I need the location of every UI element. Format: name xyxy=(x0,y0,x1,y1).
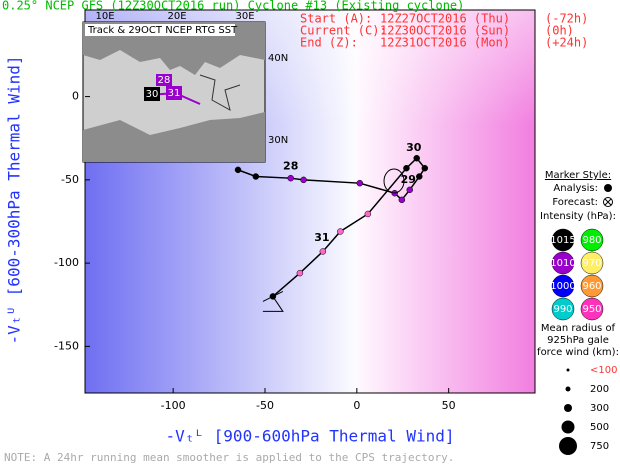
intensity-swatch xyxy=(551,228,575,252)
intensity-label: 980 xyxy=(582,235,601,246)
track-point xyxy=(287,174,294,182)
inset-lat: 40N xyxy=(268,53,288,64)
time-label: Start (A): xyxy=(300,12,372,26)
y-tick-label: -50 xyxy=(61,173,79,186)
time-offset: (-72h) xyxy=(545,12,588,26)
intensity-swatch xyxy=(580,228,604,252)
radius-label: 200 xyxy=(590,384,609,395)
inset-map: Track & 29OCT NCEP RTG SST 30 31 28 10E … xyxy=(82,11,288,163)
time-label: End (Z): xyxy=(300,36,358,50)
day-label: 31 xyxy=(314,231,329,244)
time-date: 12Z31OCT2016 (Mon) xyxy=(380,36,510,50)
radius-label: 300 xyxy=(590,403,609,414)
intensity-label: 990 xyxy=(553,304,572,315)
intensity-swatch xyxy=(551,297,575,321)
legend-forecast-cross xyxy=(604,198,612,206)
radius-label: <100 xyxy=(590,365,617,376)
radius-swatch xyxy=(564,404,572,412)
day-label: 29 xyxy=(401,173,416,186)
x-tick-label: -100 xyxy=(161,399,186,412)
legend-title: Marker Style: xyxy=(545,170,611,181)
end-marker xyxy=(262,290,284,312)
intensity-label: 950 xyxy=(582,304,601,315)
time-label: Current (C): xyxy=(300,24,387,38)
inset-label: 28 xyxy=(158,75,171,86)
x-tick-label: 0 xyxy=(353,399,360,412)
track-point xyxy=(296,269,304,277)
time-date: 12Z27OCT2016 (Thu) xyxy=(380,12,510,26)
x-axis-label: -Vₜᴸ [900-600hPa Thermal Wind] xyxy=(166,427,455,446)
legend-forecast: Forecast: xyxy=(552,197,598,208)
time-offset: (0h) xyxy=(545,24,574,38)
track-point xyxy=(403,164,410,172)
inset-marker xyxy=(144,87,160,101)
track-point xyxy=(356,179,364,187)
legend-analysis-marker xyxy=(604,184,612,192)
chart-title: 0.25° NCEP GFS (12Z30OCT2016 run) Cyclon… xyxy=(2,0,464,13)
radius-label: 750 xyxy=(590,441,609,452)
radius-title: 925hPa gale xyxy=(547,335,609,346)
radius-label: 500 xyxy=(590,422,609,433)
inset-marker xyxy=(156,74,172,86)
inset-label: 31 xyxy=(168,88,181,99)
intensity-label: 960 xyxy=(582,281,601,292)
x-tick-label: -50 xyxy=(256,399,274,412)
note: NOTE: A 24hr running mean smoother is ap… xyxy=(4,451,454,464)
track-point xyxy=(398,196,406,204)
radius-title: Mean radius of xyxy=(541,323,616,334)
time-date: 12Z30OCT2016 (Sun) xyxy=(380,24,510,38)
intensity-swatch xyxy=(551,274,575,298)
inset-lat: 30N xyxy=(268,135,288,146)
y-tick-label: 0 xyxy=(72,90,79,103)
track-point xyxy=(252,173,260,180)
inset-marker xyxy=(166,86,182,100)
track-point xyxy=(416,173,423,180)
track-point xyxy=(406,186,413,194)
plot-frame xyxy=(84,9,536,394)
radius-swatch xyxy=(566,368,570,372)
inset-title: Track & 29OCT NCEP RTG SST xyxy=(87,25,238,36)
intensity-label: 1010 xyxy=(550,258,575,269)
radius-swatch xyxy=(561,420,575,434)
day-label: 30 xyxy=(406,141,422,154)
current-ring xyxy=(383,168,405,194)
inset-title-box xyxy=(85,24,235,36)
intensity-swatch xyxy=(551,251,575,275)
inset-lon: 10E xyxy=(95,11,114,22)
radius-swatch xyxy=(559,437,577,455)
y-tick-label: -150 xyxy=(54,339,79,352)
radius-swatch xyxy=(565,386,571,392)
y-tick-label: -100 xyxy=(54,256,79,269)
intensity-label: 1000 xyxy=(550,281,575,292)
inset-lon: 30E xyxy=(235,11,254,22)
x-tick-label: 50 xyxy=(442,399,456,412)
inset-label: 30 xyxy=(146,89,159,100)
intensity-swatch xyxy=(580,251,604,275)
legend-analysis: Analysis: xyxy=(553,183,598,194)
legend-intensity-title: Intensity (hPa): xyxy=(540,211,616,222)
inset-land xyxy=(83,112,265,162)
time-offset: (+24h) xyxy=(545,36,588,50)
day-label: 28 xyxy=(283,160,298,173)
track-point xyxy=(364,210,372,218)
intensity-label: 1015 xyxy=(550,235,575,246)
intensity-swatch xyxy=(580,297,604,321)
track-point xyxy=(337,228,344,235)
track-point xyxy=(413,154,420,162)
intensity-label: 970 xyxy=(582,258,601,269)
inset-lon: 20E xyxy=(167,11,186,22)
track-point xyxy=(300,176,307,184)
radius-title: force wind (km): xyxy=(537,347,619,358)
inset-coast xyxy=(199,74,241,111)
track-point xyxy=(234,166,242,174)
layer xyxy=(234,154,429,312)
track-point xyxy=(319,248,327,255)
intensity-swatch xyxy=(580,274,604,298)
track-point xyxy=(421,164,429,172)
y-axis-label: -Vₜᵁ [600-300hPa Thermal Wind] xyxy=(5,56,24,345)
